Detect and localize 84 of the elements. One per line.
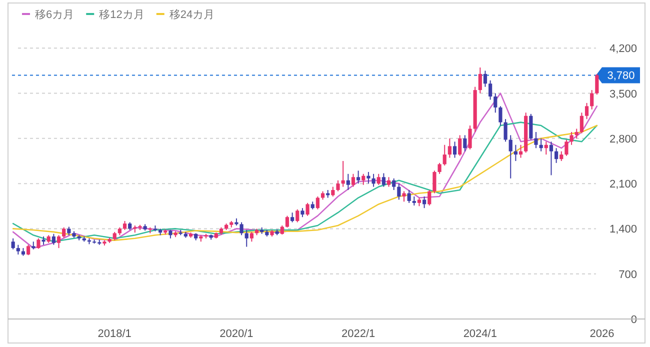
candlestick — [432, 170, 436, 194]
candlestick — [468, 125, 472, 150]
x-tick-label: 2020/1 — [220, 328, 254, 340]
candlestick — [422, 196, 426, 209]
candlestick — [498, 106, 502, 126]
candlestick — [52, 233, 56, 246]
candlestick — [428, 190, 432, 206]
candlestick — [549, 141, 554, 176]
candlestick — [62, 226, 66, 238]
candlestick — [402, 190, 406, 202]
candlestick — [407, 190, 411, 204]
line-series — [12, 92, 598, 249]
candlestick — [570, 131, 574, 146]
candlestick — [366, 171, 370, 184]
candlestick — [306, 202, 310, 216]
candlestick — [478, 66, 482, 94]
candlestick — [296, 208, 300, 223]
candlestick — [544, 141, 548, 156]
candlestick — [590, 90, 594, 110]
ref-line-label: 3,780 — [607, 70, 635, 82]
candlestick — [508, 134, 512, 179]
candlestick — [336, 180, 340, 192]
candlestick — [448, 138, 452, 158]
candlestick — [564, 139, 568, 156]
candlestick — [300, 208, 304, 218]
y-tick-label: 2,100 — [609, 178, 637, 191]
candlestick — [331, 186, 335, 197]
candlestick — [560, 150, 564, 162]
candlestick — [341, 160, 345, 188]
candlestick — [346, 173, 350, 191]
candlestick — [36, 238, 40, 250]
candlestick — [412, 196, 416, 206]
y-tick-label: 3,500 — [609, 88, 637, 100]
x-tick-label: 2018/1 — [98, 328, 132, 340]
candlestick — [442, 144, 446, 166]
candlestick — [122, 220, 127, 231]
candlestick — [397, 183, 401, 200]
candlestick — [244, 230, 248, 248]
candlestick — [240, 222, 244, 236]
candlestick — [458, 134, 462, 156]
candlestick — [56, 234, 61, 249]
candlestick — [494, 92, 498, 114]
candlestick — [514, 144, 518, 162]
candlestick — [488, 80, 492, 100]
candlestick — [316, 196, 320, 210]
candlestick — [362, 173, 366, 186]
x-tick-label: 2026 — [590, 328, 614, 340]
legend-label: 移6カ月 — [35, 9, 74, 21]
candlestick — [518, 144, 523, 158]
y-tick-label: 2,800 — [609, 133, 637, 146]
candlestick — [386, 176, 391, 188]
candlestick — [504, 118, 508, 142]
candlestick — [285, 215, 290, 228]
candlestick — [376, 173, 380, 186]
candlestick — [483, 70, 488, 88]
candlestick — [382, 172, 386, 188]
y-tick-label: 700 — [618, 268, 637, 281]
candlestick — [595, 73, 599, 96]
legend-label: 移24カ月 — [169, 9, 215, 21]
y-tick-label: 4,200 — [609, 43, 637, 56]
legend-label: 移12カ月 — [99, 9, 144, 21]
candlestick — [534, 131, 538, 149]
y-tick-label: 1,400 — [609, 224, 637, 236]
candlestick — [452, 141, 457, 158]
candlestick — [574, 128, 578, 139]
candlestick — [356, 170, 360, 184]
candlestick — [539, 138, 543, 152]
candlestick — [584, 102, 589, 120]
x-tick-label: 2024/1 — [463, 328, 497, 340]
candlestick — [280, 224, 284, 236]
candlestick — [290, 212, 294, 223]
candlestick — [392, 178, 396, 191]
candlestick — [580, 112, 584, 134]
candlestick — [11, 238, 15, 250]
candlestick — [529, 113, 533, 140]
x-tick-label: 2022/1 — [341, 328, 376, 340]
candlestick — [351, 173, 356, 188]
candlestick — [26, 244, 30, 256]
candlestick — [372, 173, 376, 188]
candlestick — [16, 244, 20, 256]
candlestick — [554, 148, 558, 164]
candlestick — [463, 134, 467, 152]
candlestick — [250, 231, 254, 242]
candlestick — [438, 162, 442, 174]
